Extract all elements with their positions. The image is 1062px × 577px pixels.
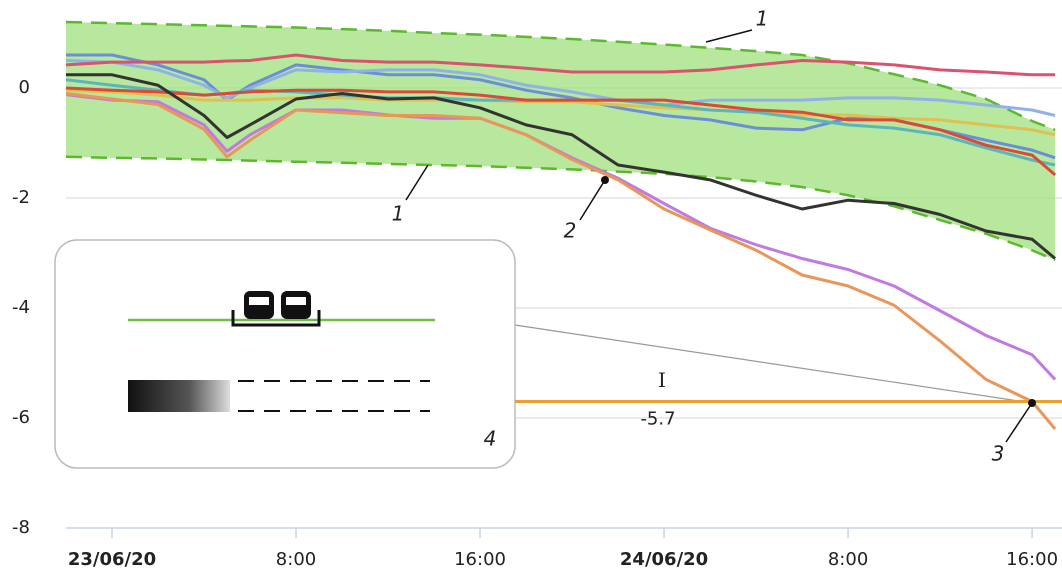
band-icon [128, 380, 230, 412]
x-tick-label: 8:00 [276, 549, 316, 570]
inset-box [54, 239, 516, 469]
y-tick-label: -2 [12, 187, 30, 208]
y-tick-label: -6 [12, 407, 30, 428]
annotation-leader [405, 164, 429, 201]
annotation: 3 [992, 442, 1005, 466]
annotation: 2 [564, 219, 577, 243]
annotation: 1 [392, 202, 405, 226]
x-tick-label: 24/06/20 [620, 549, 708, 570]
y-tick-label: 0 [19, 77, 30, 98]
annotation-leader [579, 179, 606, 221]
annotation-dot [601, 176, 609, 184]
x-tick-label: 8:00 [828, 549, 868, 570]
y-tick-label: -8 [12, 517, 30, 538]
x-tick-label: 16:00 [1006, 549, 1058, 570]
series-line [66, 92, 1057, 430]
x-tick-label: 23/06/20 [68, 549, 156, 570]
x-tick-label: 16:00 [454, 549, 506, 570]
annotation-leader [1005, 402, 1033, 443]
y-tick-label: -4 [12, 297, 30, 318]
reference-value: -5.7 [640, 409, 675, 430]
train-icon [231, 291, 321, 327]
band-edge [66, 155, 1056, 262]
inset-legend [54, 239, 1033, 469]
series-line [66, 73, 1057, 260]
annotation: 4 [484, 427, 497, 451]
annotation-leader [705, 29, 753, 43]
annotation: 1 [756, 7, 769, 31]
annotation-dot [1028, 399, 1036, 407]
band-area [66, 22, 1056, 261]
series-line [66, 59, 1056, 117]
series-line [66, 53, 1056, 77]
series-line [66, 88, 1056, 137]
band-edge [66, 20, 1056, 131]
series-line [66, 86, 1057, 177]
reference-name: I [658, 368, 666, 392]
leader-line [514, 324, 1033, 404]
